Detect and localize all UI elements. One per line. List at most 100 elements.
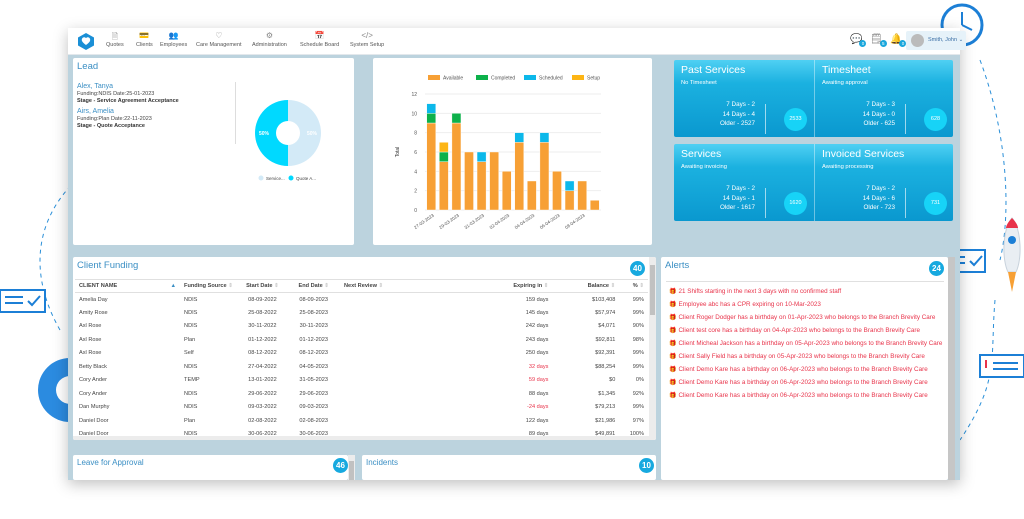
bar-segment[interactable] (426, 103, 437, 114)
bar-segment[interactable] (577, 180, 587, 211)
horizontal-scrollbar[interactable] (73, 436, 649, 440)
tile-total-badge[interactable]: 1620 (784, 192, 807, 215)
legend-label[interactable]: Service... (266, 176, 285, 181)
column-header[interactable]: End Date ⇕ (287, 279, 340, 293)
column-header[interactable]: Expiring in ⇕ (495, 279, 553, 293)
table-row[interactable]: Daniel Door NDIS 30-06-2022 30-06-2023 89 da… (75, 428, 648, 441)
bar-segment[interactable] (439, 142, 449, 153)
bar-segment[interactable] (514, 132, 525, 143)
pie-slice[interactable] (255, 100, 288, 166)
table-row[interactable]: Axl Rose Plan 01-12-2022 01-12-2023 243 days… (75, 333, 648, 347)
chat-icon[interactable]: 💬 0 (850, 34, 867, 47)
legend-label[interactable]: Completed (491, 76, 515, 82)
table-row[interactable]: Betty Black NDIS 27-04-2022 04-05-2023 32 da… (75, 360, 648, 374)
legend-label[interactable]: Scheduled (539, 76, 563, 82)
bar-segment[interactable] (514, 142, 525, 211)
bar-segment[interactable] (539, 132, 550, 143)
column-header[interactable]: CLIENT NAME ▲ (75, 279, 181, 293)
column-header[interactable]: Balance ⇕ (552, 279, 620, 293)
y-tick-label: 8 (414, 131, 417, 137)
alert-item[interactable]: 🎁 Employee abc has a CPR expiring on 10-M… (669, 300, 944, 310)
sort-icon: ⇕ (274, 283, 279, 289)
user-menu[interactable]: Smith, John ⌄ (906, 31, 966, 50)
legend-label[interactable]: Setup (587, 76, 600, 82)
alert-item[interactable]: 🎁 Client Micheal Jackson has a birthday o… (669, 339, 944, 349)
alert-item[interactable]: 🎁 21 Shifts starting in the next 3 days w… (669, 287, 944, 297)
lead-name-link[interactable]: Alex, Tanya (77, 83, 114, 90)
alert-item[interactable]: 🎁 Client test core has a birthday on 04-A… (669, 326, 944, 336)
column-label: CLIENT NAME (79, 283, 118, 289)
column-header[interactable]: % ⇕ (619, 279, 648, 293)
summary-tile-past-services[interactable]: Past Services No Timesheet 7 Days - 2 14 Da… (674, 60, 813, 137)
lead-name-link[interactable]: Airs, Amelia (77, 108, 114, 115)
bar-segment[interactable] (564, 190, 575, 211)
bar-segment[interactable] (539, 142, 550, 211)
nav-item-employees[interactable]: 👥 Employees (160, 31, 187, 48)
table-cell: NDIS (184, 309, 198, 316)
column-header[interactable]: Start Date ⇕ (237, 279, 288, 293)
tile-total-badge[interactable]: 628 (924, 108, 947, 131)
nav-item-quotes[interactable]: 🗎 Quotes (106, 31, 124, 48)
column-label: Balance (587, 283, 610, 289)
bar-segment[interactable] (426, 122, 437, 211)
table-row[interactable]: Amelia Day NDIS 08-09-2022 08-09-2023 159 da… (75, 293, 648, 307)
tile-stat: 14 Days - 4 (722, 110, 755, 118)
bar-segment[interactable] (501, 171, 512, 211)
alert-item[interactable]: 🎁 Client Demo Kare has a birthday on 06-A… (669, 365, 944, 375)
messages-icon[interactable]: 🗒 5 (870, 34, 887, 47)
table-row[interactable]: Cory Ander NDIS 29-06-2022 29-06-2023 88 day… (75, 387, 648, 401)
bar-segment[interactable] (464, 151, 474, 211)
alert-item[interactable]: 🎁 Client Sally Field has a birthday on 05… (669, 352, 944, 362)
bar-segment[interactable] (489, 151, 499, 211)
gift-icon: 🎁 (669, 393, 677, 399)
bar-segment[interactable] (439, 151, 449, 162)
summary-tile-timesheet[interactable]: Timesheet Awaiting approval 7 Days - 3 14 D… (814, 60, 953, 137)
nav-item-system-setup[interactable]: </> System Setup (350, 31, 384, 48)
column-header[interactable]: Next Review ⇕ (339, 279, 496, 293)
notification-icon[interactable]: 🔔 0 (890, 34, 907, 47)
bar-segment[interactable] (476, 161, 487, 211)
table-row[interactable]: Cory Ander TEMP 13-01-2022 31-05-2023 59 day… (75, 374, 648, 388)
bar-segment[interactable] (426, 113, 437, 124)
pie-slice[interactable] (288, 100, 321, 166)
nav-label: Employees (160, 42, 188, 48)
user-name: Smith, John (928, 37, 958, 43)
bar-segment[interactable] (589, 200, 600, 211)
table-row[interactable]: Daniel Door Plan 02-08-2022 02-08-2023 122 d… (75, 414, 648, 428)
alert-item[interactable]: 🎁 Client Roger Dodger has a birthday on 0… (669, 313, 944, 323)
alert-item[interactable]: 🎁 Client Demo Kare has a birthday on 06-A… (669, 391, 944, 401)
leave-scrollbar[interactable] (348, 455, 355, 480)
tile-total-badge[interactable]: 731 (924, 192, 947, 215)
nav-item-care-management[interactable]: ♡ Care Management (196, 31, 242, 48)
legend-label[interactable]: Quote A... (296, 176, 316, 181)
vertical-scrollbar[interactable] (649, 257, 656, 440)
table-cell: 97% (632, 417, 644, 424)
nav-item-schedule-board[interactable]: 📅 Schedule Board (300, 31, 339, 48)
bar-segment[interactable] (552, 171, 562, 211)
bar-segment[interactable] (476, 151, 487, 162)
tile-subtitle: Awaiting invoicing (681, 164, 727, 170)
bar-segment[interactable] (451, 113, 462, 124)
summary-tile-invoiced-services[interactable]: Invoiced Services Awaiting processing 7 Da… (814, 144, 953, 221)
bar-segment[interactable] (527, 180, 537, 211)
table-row[interactable]: Axl Rose Self 08-12-2022 08-12-2023 250 days… (75, 347, 648, 361)
alert-item[interactable]: 🎁 Client Demo Kare has a birthday on 06-A… (669, 378, 944, 388)
summary-tile-services[interactable]: Services Awaiting invoicing 7 Days - 2 14 D… (674, 144, 813, 221)
table-cell: 02-08-2023 (299, 417, 329, 424)
column-header[interactable]: Funding Source ⇕ (180, 279, 238, 293)
bar-segment[interactable] (451, 122, 462, 211)
logo-icon[interactable] (78, 33, 94, 50)
tile-total-badge[interactable]: 2533 (784, 108, 807, 131)
legend-label[interactable]: Available (443, 76, 463, 82)
bar-segment[interactable] (439, 161, 449, 211)
table-row[interactable]: Dan Murphy NDIS 09-03-2022 09-03-2023 -24 da… (75, 401, 648, 415)
y-tick-label: 0 (414, 208, 417, 214)
bar-segment[interactable] (564, 180, 575, 191)
stacked-bar-chart: 0 2 4 6 8 10 12 Total 27-03-2023 29-03-2023 31-03-… (395, 75, 601, 230)
nav-item-clients[interactable]: 💳 Clients (136, 31, 153, 48)
table-row[interactable]: Axl Rose NDIS 30-11-2022 30-11-2023 242 days… (75, 320, 648, 334)
nav-item-administration[interactable]: ⚙ Administration (252, 31, 287, 48)
table-row[interactable]: Amity Rose NDIS 25-08-2022 25-08-2023 145 da… (75, 306, 648, 320)
table-cell: $92,811 (595, 336, 616, 343)
alerts-scrollbar[interactable] (948, 257, 955, 480)
